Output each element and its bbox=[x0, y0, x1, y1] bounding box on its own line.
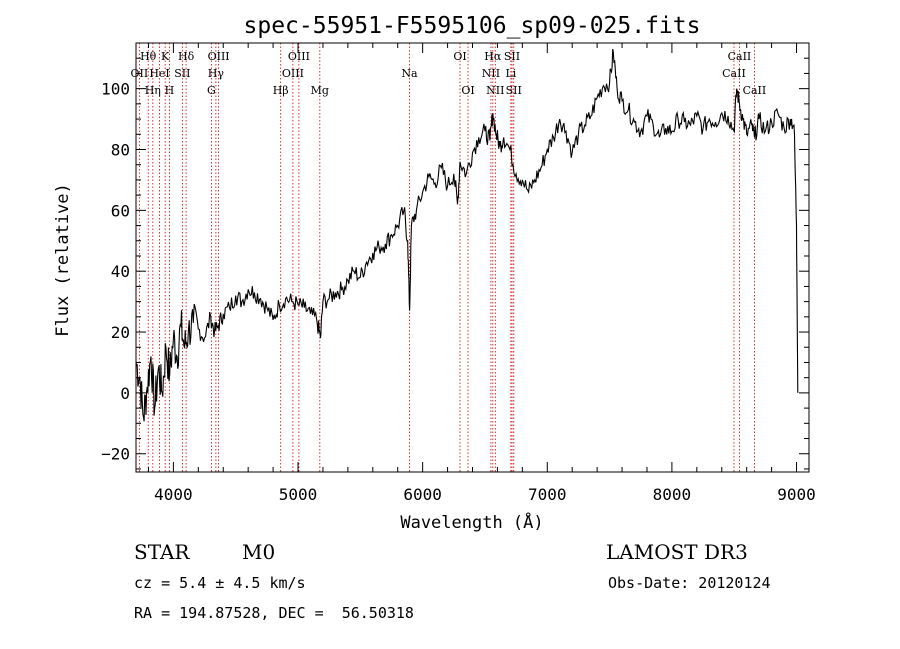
line-label-Hη: Hη bbox=[145, 84, 161, 97]
coordinates: RA = 194.87528, DEC = 56.50318 bbox=[134, 604, 414, 622]
line-label-SII: SII bbox=[174, 67, 190, 80]
x-tick-label: 8000 bbox=[653, 485, 692, 504]
y-tick-label: 40 bbox=[111, 262, 130, 281]
y-axis-label: Flux (relative) bbox=[53, 183, 73, 337]
line-label-OIII: OIII bbox=[288, 50, 310, 63]
line-label-OI: OI bbox=[453, 50, 466, 63]
line-label-Hβ: Hβ bbox=[273, 84, 289, 97]
x-tick-label: 6000 bbox=[403, 485, 442, 504]
object-class: STAR bbox=[134, 540, 190, 564]
line-label-G: G bbox=[207, 84, 216, 97]
x-tick-label: 7000 bbox=[528, 485, 567, 504]
line-label-Hδ: Hδ bbox=[178, 50, 195, 63]
line-label-Na: Na bbox=[401, 67, 418, 80]
line-label-Hγ: Hγ bbox=[208, 67, 225, 80]
spectral-line-labels: HθOIIHηHeIKHSIIHδGHγOIIIHβOIIIOIIIMgNaOI… bbox=[131, 50, 767, 97]
line-label-CaII: CaII bbox=[722, 67, 746, 80]
object-subclass: M0 bbox=[242, 540, 276, 564]
survey-name: LAMOST DR3 bbox=[606, 540, 748, 564]
redshift-velocity: cz = 5.4 ± 4.5 km/s bbox=[134, 574, 306, 592]
x-axis-ticks: 4000 5000 6000 7000 8000 9000 bbox=[147, 43, 816, 504]
y-axis-ticks: −20 0 20 40 60 80 100 bbox=[101, 57, 809, 470]
spectral-line-markers bbox=[138, 43, 755, 472]
y-tick-label: 80 bbox=[111, 140, 130, 159]
line-label-Mg: Mg bbox=[311, 84, 329, 97]
line-label-HeI: HeI bbox=[149, 67, 169, 80]
x-axis-label: Wavelength (Å) bbox=[400, 511, 543, 533]
y-tick-label: 20 bbox=[111, 323, 130, 342]
line-label-CaII: CaII bbox=[743, 84, 767, 97]
spectrum-series-line bbox=[135, 48, 799, 422]
y-tick-label: 60 bbox=[111, 201, 130, 220]
x-tick-label: 9000 bbox=[777, 485, 816, 504]
line-label-Hθ: Hθ bbox=[140, 50, 157, 63]
line-label-Li: Li bbox=[505, 67, 516, 80]
line-label-H: H bbox=[165, 84, 175, 97]
y-tick-label: 100 bbox=[101, 80, 130, 99]
line-label-K: K bbox=[161, 50, 170, 63]
line-label-NII: NII bbox=[482, 67, 500, 80]
line-label-Hα: Hα bbox=[484, 50, 502, 63]
x-tick-label: 5000 bbox=[279, 485, 318, 504]
y-tick-label: −20 bbox=[101, 445, 130, 464]
line-label-NII: NII bbox=[486, 84, 504, 97]
chart-title: spec-55951-F5595106_sp09-025.fits bbox=[244, 13, 701, 39]
observation-date: Obs-Date: 20120124 bbox=[608, 574, 771, 592]
line-label-SII: SII bbox=[504, 50, 520, 63]
x-tick-label: 4000 bbox=[154, 485, 193, 504]
line-label-OIII: OIII bbox=[208, 50, 230, 63]
plot-frame bbox=[135, 42, 810, 473]
line-label-CaII: CaII bbox=[728, 50, 752, 63]
y-tick-label: 0 bbox=[120, 384, 130, 403]
line-label-OIII: OIII bbox=[282, 67, 304, 80]
line-label-SII: SII bbox=[506, 84, 522, 97]
line-label-OI: OI bbox=[461, 84, 474, 97]
